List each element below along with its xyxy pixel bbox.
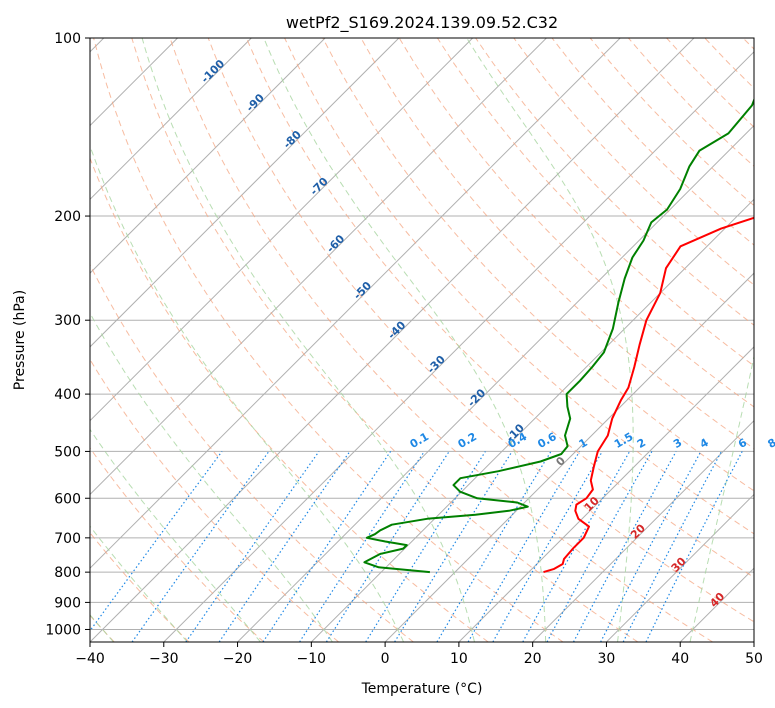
isotherm-line bbox=[90, 38, 400, 348]
mixing-ratio-line bbox=[522, 451, 631, 642]
dry-adiabat-line bbox=[90, 447, 265, 642]
x-tick-label: 10 bbox=[450, 651, 468, 667]
isotherm-line bbox=[90, 38, 474, 422]
dewpoint-profile-line bbox=[363, 97, 754, 574]
isotherm-line bbox=[90, 38, 547, 496]
dry-adiabat-line bbox=[284, 38, 754, 535]
y-tick-label: 200 bbox=[54, 209, 81, 225]
moist-adiabat-line bbox=[90, 428, 261, 642]
plot-background bbox=[90, 38, 754, 642]
dry-adiabat-line bbox=[475, 38, 754, 326]
isotherm-line bbox=[90, 38, 621, 569]
y-tick-label: 100 bbox=[54, 31, 81, 47]
dry-adiabat-line bbox=[169, 38, 713, 642]
x-axis: −40 −30 −20 −10 0 10 20 30 40 50 bbox=[75, 642, 763, 667]
plot-frame bbox=[89, 37, 755, 643]
dry-adiabat-line bbox=[93, 38, 564, 642]
mixing-ratio-line bbox=[645, 451, 743, 642]
mixing-ratio-label: 8 bbox=[766, 436, 775, 451]
mixing-ratio-line bbox=[394, 451, 513, 642]
dry-adiabat-line bbox=[90, 263, 414, 642]
x-tick-label: 40 bbox=[671, 651, 689, 667]
mixing-ratio-line bbox=[131, 451, 270, 642]
isotherm-line bbox=[237, 124, 754, 642]
y-tick-label: 800 bbox=[54, 565, 81, 581]
mixing-ratio-line bbox=[325, 451, 450, 642]
y-tick-label: 600 bbox=[54, 491, 81, 507]
moist-adiabat-line bbox=[689, 354, 754, 642]
dry-adiabat-line bbox=[90, 358, 339, 642]
x-tick-label: −20 bbox=[223, 651, 253, 667]
x-tick-label: −40 bbox=[75, 651, 105, 667]
x-tick-label: 50 bbox=[745, 651, 763, 667]
moist-adiabat-line bbox=[90, 525, 188, 642]
dry-adiabat-line bbox=[207, 38, 754, 623]
moist-adiabat-line bbox=[263, 38, 547, 642]
chart-title: wetPf2_S169.2024.139.09.52.C32 bbox=[286, 13, 558, 33]
y-tick-label: 900 bbox=[54, 595, 81, 611]
dry-adiabat-line bbox=[131, 38, 639, 642]
dry-adiabat-line bbox=[513, 38, 754, 286]
x-tick-label: −30 bbox=[149, 651, 179, 667]
isotherm-line bbox=[384, 272, 754, 642]
dry-adiabat-line bbox=[436, 38, 754, 367]
mixing-ratio-line bbox=[90, 451, 223, 632]
isotherm-line bbox=[532, 419, 754, 642]
y-tick-label: 400 bbox=[54, 387, 81, 403]
mixing-ratio-line bbox=[299, 451, 425, 642]
y-tick-label: 300 bbox=[54, 313, 81, 329]
x-tick-label: −10 bbox=[297, 651, 327, 667]
x-tick-label: 0 bbox=[381, 651, 390, 667]
x-tick-label: 20 bbox=[524, 651, 542, 667]
isotherm-line bbox=[90, 38, 252, 201]
mixing-ratio-line bbox=[185, 451, 320, 642]
dry-adiabat-line bbox=[322, 38, 754, 492]
x-axis-title: Temperature (°C) bbox=[361, 681, 483, 697]
y-tick-label: 1000 bbox=[45, 622, 81, 638]
moist-adiabat-line bbox=[90, 312, 333, 642]
isotherm-line bbox=[90, 38, 695, 642]
mixing-ratio-line bbox=[262, 451, 392, 642]
y-axis: 1000 900 800 700 600 500 400 300 200 100 bbox=[45, 31, 90, 638]
mixing-ratio-line bbox=[572, 451, 677, 642]
reference-lines bbox=[90, 38, 754, 642]
isotherm-line bbox=[90, 38, 326, 274]
mixing-ratio-line bbox=[546, 451, 653, 642]
mixing-ratio-line bbox=[218, 451, 351, 642]
isotherm-line bbox=[753, 641, 754, 642]
profile-series bbox=[363, 97, 754, 574]
x-tick-label: 30 bbox=[598, 651, 616, 667]
y-tick-label: 500 bbox=[54, 444, 81, 460]
temperature-profile-line bbox=[543, 216, 754, 574]
isobar-grid bbox=[90, 38, 754, 642]
isotherm-line bbox=[163, 51, 754, 642]
mixing-ratio-line bbox=[622, 451, 722, 642]
isotherm-line bbox=[606, 493, 754, 642]
y-tick-label: 700 bbox=[54, 531, 81, 547]
isotherm-line bbox=[458, 346, 754, 642]
moist-adiabat-line bbox=[141, 38, 475, 642]
moist-adiabat-line bbox=[90, 144, 405, 642]
y-axis-title: Pressure (hPa) bbox=[12, 290, 28, 390]
dry-adiabat-line bbox=[245, 38, 754, 579]
